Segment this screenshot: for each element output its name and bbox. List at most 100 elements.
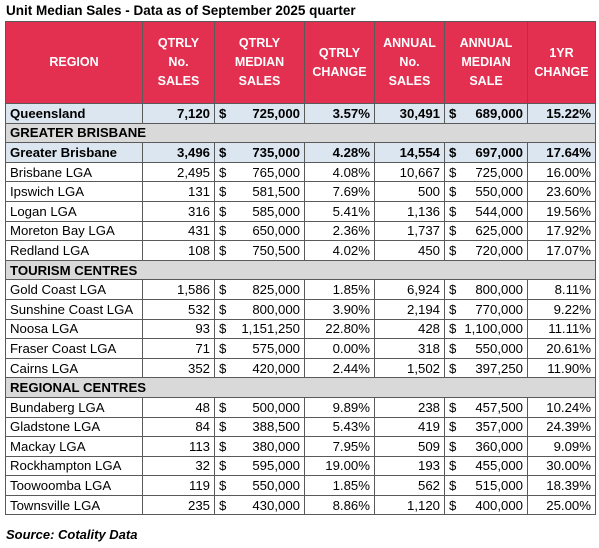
currency-symbol: $	[449, 399, 457, 415]
amount-value: 457,500	[475, 399, 523, 415]
yr-change-cell: 11.90%	[527, 357, 596, 379]
annual-median-cell: $720,000	[444, 240, 528, 261]
qtrly-change-cell: 1.85%	[304, 279, 375, 300]
section-label: GREATER BRISBANE	[5, 122, 596, 144]
report-title: Unit Median Sales - Data as of September…	[6, 3, 356, 18]
qtrly-sales-cell: 316	[142, 200, 215, 222]
header-line: SALES	[388, 74, 431, 88]
region-cell: Noosa LGA	[5, 318, 143, 340]
qtrly-sales-cell: 3,496	[142, 142, 215, 163]
table-row: Noosa LGA 93 $1,151,250 22.80% 428 $1,100,000…	[5, 318, 596, 340]
header-line: ANNUAL	[383, 36, 436, 50]
annual-median-cell: $800,000	[444, 279, 528, 300]
currency-symbol: $	[219, 458, 227, 474]
currency-symbol: $	[449, 164, 457, 180]
currency-symbol: $	[219, 360, 227, 376]
header-1yr-change: 1YR CHANGE	[527, 21, 596, 104]
annual-median-cell: $550,000	[444, 181, 528, 202]
annual-median-cell: $457,500	[444, 396, 528, 418]
annual-median-cell: $397,250	[444, 357, 528, 379]
annual-sales-cell: 238	[374, 396, 445, 418]
qtrly-change-cell: 2.36%	[304, 220, 375, 242]
table-row: Gladstone LGA 84 $388,500 5.43% 419 $357,000 2…	[5, 416, 596, 438]
annual-median-cell: $689,000	[444, 103, 528, 124]
header-line: QTRLY	[238, 36, 281, 50]
amount-value: 689,000	[475, 105, 523, 121]
annual-median-cell: $360,000	[444, 436, 528, 457]
table-header-row: REGION QTRLY No. SALES QTRLY MEDIAN SALES QT…	[5, 21, 596, 104]
region-cell: Logan LGA	[5, 200, 143, 222]
annual-sales-cell: 318	[374, 338, 445, 359]
table-row: Gold Coast LGA 1,586 $825,000 1.85% 6,924 $80…	[5, 279, 596, 300]
qtrly-median-cell: $825,000	[214, 279, 305, 300]
currency-symbol: $	[219, 282, 227, 298]
amount-value: 544,000	[475, 203, 523, 219]
currency-symbol: $	[219, 478, 227, 494]
currency-symbol: $	[449, 458, 457, 474]
table-row: Queensland 7,120 $725,000 3.57% 30,491 $689,0…	[5, 103, 596, 124]
yr-change-cell: 19.56%	[527, 200, 596, 222]
qtrly-sales-cell: 2,495	[142, 161, 215, 183]
qtrly-sales-cell: 84	[142, 416, 215, 438]
header-line: SALES	[238, 74, 281, 88]
header-line: ANNUAL	[459, 36, 513, 50]
yr-change-cell: 9.09%	[527, 436, 596, 457]
qtrly-median-cell: $800,000	[214, 298, 305, 320]
table-row: Townsville LGA 235 $430,000 8.86% 1,120 $400,…	[5, 494, 596, 516]
currency-symbol: $	[219, 321, 227, 337]
header-line: 1YR	[549, 45, 574, 60]
yr-change-cell: 17.64%	[527, 142, 596, 163]
qtrly-change-cell: 3.90%	[304, 298, 375, 320]
qtrly-median-cell: $575,000	[214, 338, 305, 359]
table-row: Moreton Bay LGA 431 $650,000 2.36% 1,737 $625…	[5, 220, 596, 242]
annual-median-cell: $544,000	[444, 200, 528, 222]
table-row: Sunshine Coast LGA 532 $800,000 3.90% 2,194 $…	[5, 298, 596, 320]
header-line: REGION	[49, 55, 99, 69]
amount-value: 550,000	[475, 340, 523, 356]
qtrly-sales-cell: 431	[142, 220, 215, 242]
qtrly-change-cell: 7.95%	[304, 436, 375, 457]
table-row: Brisbane LGA 2,495 $765,000 4.08% 10,667 $725…	[5, 161, 596, 183]
header-annual-median-sale: ANNUAL MEDIAN SALE	[444, 21, 528, 104]
qtrly-median-cell: $585,000	[214, 200, 305, 222]
qtrly-change-cell: 5.43%	[304, 416, 375, 438]
qtrly-median-cell: $595,000	[214, 455, 305, 477]
currency-symbol: $	[219, 164, 227, 180]
amount-value: 500,000	[252, 399, 300, 415]
yr-change-cell: 17.07%	[527, 240, 596, 261]
amount-value: 581,500	[252, 184, 300, 200]
region-cell: Gladstone LGA	[5, 416, 143, 438]
annual-sales-cell: 500	[374, 181, 445, 202]
currency-symbol: $	[449, 282, 457, 298]
amount-value: 595,000	[252, 458, 300, 474]
qtrly-sales-cell: 119	[142, 475, 215, 496]
annual-median-cell: $625,000	[444, 220, 528, 242]
header-annual-no-sales: ANNUAL No. SALES	[374, 21, 445, 104]
annual-sales-cell: 562	[374, 475, 445, 496]
section-header-row: TOURISM CENTRES	[5, 259, 596, 281]
qtrly-median-cell: $765,000	[214, 161, 305, 183]
yr-change-cell: 23.60%	[527, 181, 596, 202]
table-row: Redland LGA 108 $750,500 4.02% 450 $720,000 17…	[5, 240, 596, 261]
header-line: CHANGE	[312, 64, 367, 79]
header-qtrly-change: QTRLY CHANGE	[304, 21, 375, 104]
amount-value: 800,000	[252, 301, 300, 317]
header-line: QTRLY	[318, 45, 361, 60]
currency-symbol: $	[219, 223, 227, 239]
table-row: Bundaberg LGA 48 $500,000 9.89% 238 $457,500 1…	[5, 396, 596, 418]
annual-sales-cell: 193	[374, 455, 445, 477]
header-line: CHANGE	[534, 64, 589, 79]
currency-symbol: $	[219, 105, 227, 121]
table-row: Ipswich LGA 131 $581,500 7.69% 500 $550,000 23…	[5, 181, 596, 202]
qtrly-sales-cell: 235	[142, 494, 215, 516]
qtrly-median-cell: $1,151,250	[214, 318, 305, 340]
section-label: REGIONAL CENTRES	[5, 377, 596, 398]
currency-symbol: $	[449, 184, 457, 200]
annual-median-cell: $357,000	[444, 416, 528, 438]
currency-symbol: $	[219, 144, 227, 160]
section-label: TOURISM CENTRES	[5, 259, 596, 281]
annual-median-cell: $697,000	[444, 142, 528, 163]
qtrly-change-cell: 3.57%	[304, 103, 375, 124]
amount-value: 650,000	[252, 223, 300, 239]
amount-value: 397,250	[475, 360, 523, 376]
